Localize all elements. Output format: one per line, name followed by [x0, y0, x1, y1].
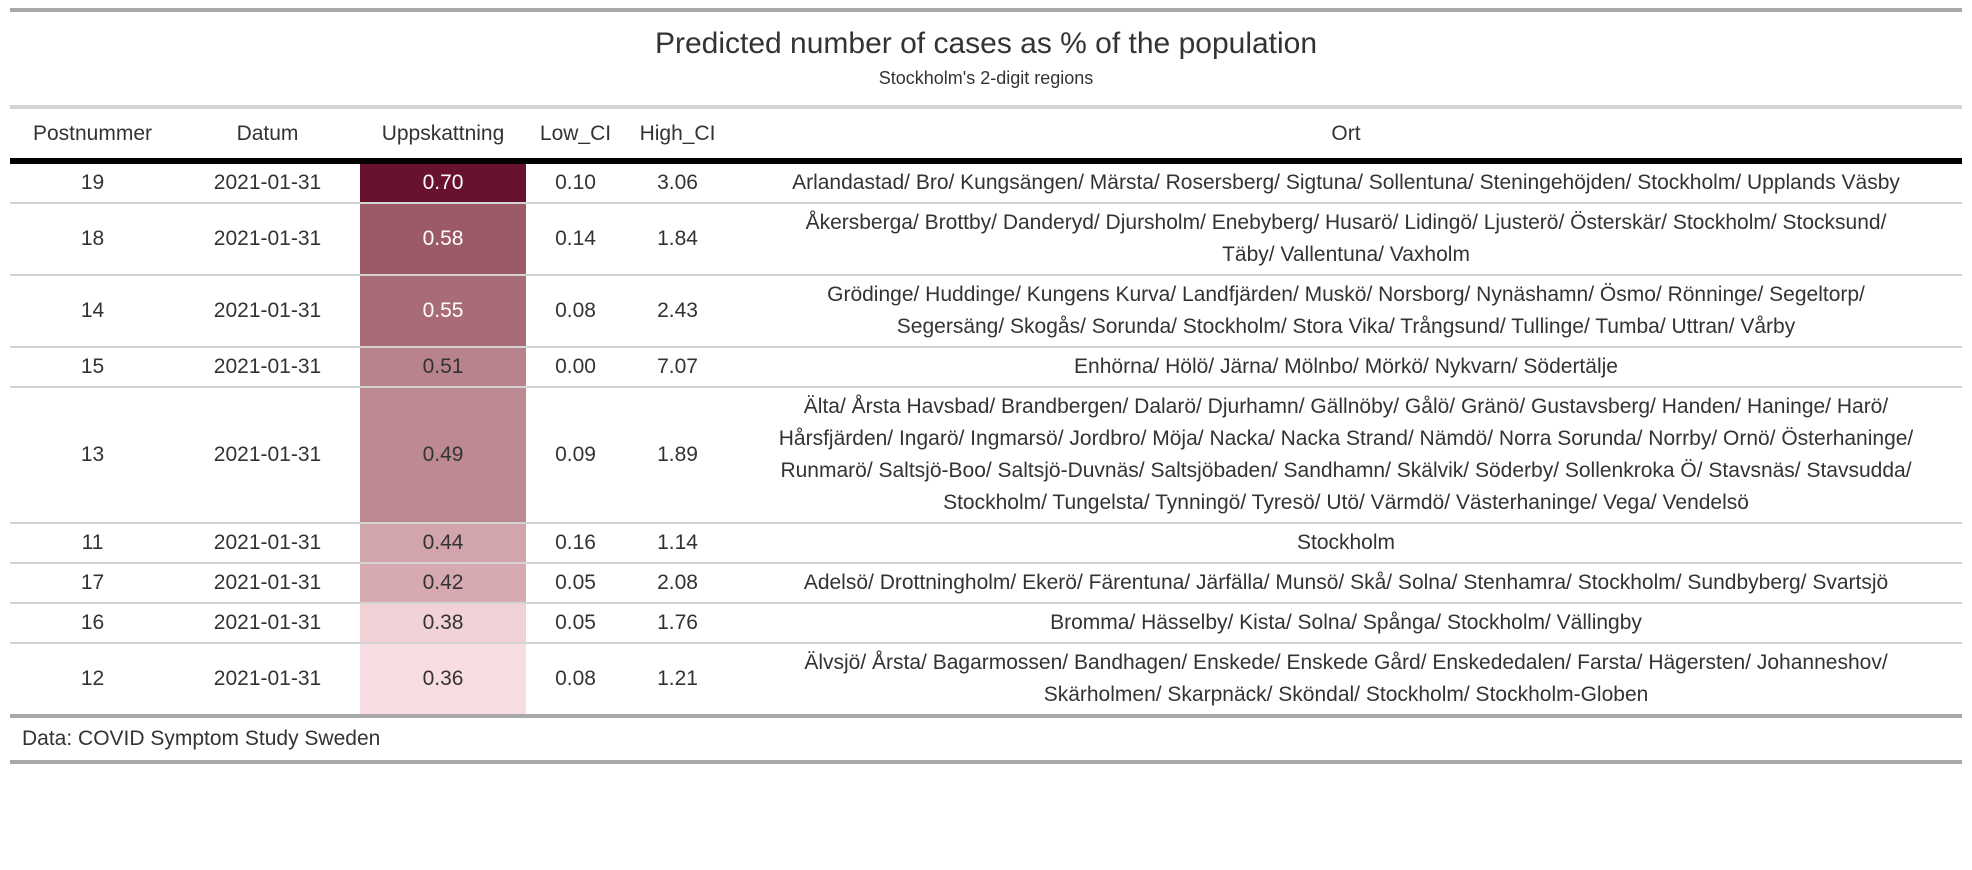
cell-postnummer: 12 [10, 643, 175, 718]
cell-uppskattning: 0.38 [360, 603, 526, 644]
cell-datum: 2021-01-31 [175, 347, 360, 388]
cell-low-ci: 0.10 [526, 161, 625, 204]
table-row: 16 2021-01-31 0.38 0.05 1.76 Bromma/ Häs… [10, 603, 1963, 644]
cell-high-ci: 1.89 [625, 387, 730, 524]
cell-low-ci: 0.05 [526, 603, 625, 644]
cell-low-ci: 0.00 [526, 347, 625, 388]
cell-low-ci: 0.14 [526, 203, 625, 276]
cell-ort: Älvsjö/ Årsta/ Bagarmossen/ Bandhagen/ E… [730, 643, 1963, 718]
cell-datum: 2021-01-31 [175, 161, 360, 204]
cell-datum: 2021-01-31 [175, 387, 360, 524]
cell-uppskattning: 0.51 [360, 347, 526, 388]
cell-high-ci: 1.84 [625, 203, 730, 276]
cell-low-ci: 0.16 [526, 523, 625, 564]
cell-ort: Stockholm [730, 523, 1963, 564]
col-header-postnummer: Postnummer [10, 107, 175, 164]
cell-low-ci: 0.05 [526, 563, 625, 604]
cell-ort: Åkersberga/ Brottby/ Danderyd/ Djursholm… [730, 203, 1963, 276]
cell-postnummer: 13 [10, 387, 175, 524]
table-row: 15 2021-01-31 0.51 0.00 7.07 Enhörna/ Hö… [10, 347, 1963, 388]
source-note: Data: COVID Symptom Study Sweden [22, 727, 381, 750]
cell-ort: Enhörna/ Hölö/ Järna/ Mölnbo/ Mörkö/ Nyk… [730, 347, 1963, 388]
table-row: 17 2021-01-31 0.42 0.05 2.08 Adelsö/ Dro… [10, 563, 1963, 604]
cell-ort: Grödinge/ Huddinge/ Kungens Kurva/ Landf… [730, 275, 1963, 348]
column-header-row: Postnummer Datum Uppskattning Low_CI Hig… [10, 107, 1963, 164]
col-header-uppskattning: Uppskattning [360, 107, 526, 164]
page-subtitle: Stockholm's 2-digit regions [878, 68, 1094, 88]
cell-datum: 2021-01-31 [175, 563, 360, 604]
cell-postnummer: 15 [10, 347, 175, 388]
cell-ort: Arlandastad/ Bro/ Kungsängen/ Märsta/ Ro… [730, 161, 1963, 204]
cell-high-ci: 7.07 [625, 347, 730, 388]
cell-postnummer: 18 [10, 203, 175, 276]
title-block: Predicted number of cases as % of the po… [10, 10, 1963, 109]
cell-datum: 2021-01-31 [175, 523, 360, 564]
cell-low-ci: 0.08 [526, 275, 625, 348]
data-table: Predicted number of cases as % of the po… [10, 8, 1963, 764]
cell-uppskattning: 0.70 [360, 161, 526, 204]
cell-high-ci: 1.76 [625, 603, 730, 644]
table-row: 12 2021-01-31 0.36 0.08 1.21 Älvsjö/ Års… [10, 643, 1963, 718]
table-row: 19 2021-01-31 0.70 0.10 3.06 Arlandastad… [10, 161, 1963, 204]
cell-uppskattning: 0.49 [360, 387, 526, 524]
cell-uppskattning: 0.36 [360, 643, 526, 718]
cell-high-ci: 2.43 [625, 275, 730, 348]
page-title: Predicted number of cases as % of the po… [654, 27, 1318, 60]
col-header-datum: Datum [175, 107, 360, 164]
cell-ort: Bromma/ Hässelby/ Kista/ Solna/ Spånga/ … [730, 603, 1963, 644]
cell-high-ci: 2.08 [625, 563, 730, 604]
cell-high-ci: 3.06 [625, 161, 730, 204]
cell-postnummer: 17 [10, 563, 175, 604]
cell-low-ci: 0.08 [526, 643, 625, 718]
cell-postnummer: 16 [10, 603, 175, 644]
cell-datum: 2021-01-31 [175, 203, 360, 276]
col-header-high-ci: High_CI [625, 107, 730, 164]
col-header-low-ci: Low_CI [526, 107, 625, 164]
cell-low-ci: 0.09 [526, 387, 625, 524]
table-row: 13 2021-01-31 0.49 0.09 1.89 Älta/ Årsta… [10, 387, 1963, 524]
cell-ort: Adelsö/ Drottningholm/ Ekerö/ Färentuna/… [730, 563, 1963, 604]
source-note-row: Data: COVID Symptom Study Sweden [10, 716, 1962, 762]
cell-uppskattning: 0.44 [360, 523, 526, 564]
cell-datum: 2021-01-31 [175, 603, 360, 644]
cell-high-ci: 1.21 [625, 643, 730, 718]
cell-uppskattning: 0.42 [360, 563, 526, 604]
table-row: 18 2021-01-31 0.58 0.14 1.84 Åkersberga/… [10, 203, 1963, 276]
cell-postnummer: 14 [10, 275, 175, 348]
cell-datum: 2021-01-31 [175, 275, 360, 348]
cell-high-ci: 1.14 [625, 523, 730, 564]
cell-postnummer: 11 [10, 523, 175, 564]
table-row: 11 2021-01-31 0.44 0.16 1.14 Stockholm [10, 523, 1963, 564]
cell-uppskattning: 0.55 [360, 275, 526, 348]
cell-ort: Älta/ Årsta Havsbad/ Brandbergen/ Dalarö… [730, 387, 1963, 524]
col-header-ort: Ort [730, 107, 1963, 164]
cell-datum: 2021-01-31 [175, 643, 360, 718]
cell-uppskattning: 0.58 [360, 203, 526, 276]
cell-postnummer: 19 [10, 161, 175, 204]
table-row: 14 2021-01-31 0.55 0.08 2.43 Grödinge/ H… [10, 275, 1963, 348]
